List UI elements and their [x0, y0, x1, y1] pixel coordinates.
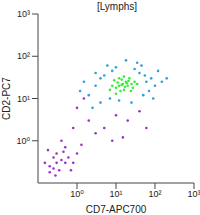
svg-text:10²: 10²	[17, 51, 30, 61]
svg-text:10²: 10²	[148, 189, 161, 199]
svg-text:CD7-APC700: CD7-APC700	[86, 204, 147, 215]
svg-text:10³: 10³	[187, 189, 192, 199]
svg-text:10⁰: 10⁰	[70, 189, 84, 199]
svg-text:10⁰: 10⁰	[16, 136, 30, 146]
svg-text:10¹: 10¹	[109, 189, 122, 199]
html-text:[Lymphs]: [Lymphs]	[96, 1, 138, 12]
svg-text:10³: 10³	[17, 9, 30, 19]
svg-text:10¹: 10¹	[17, 94, 30, 104]
svg-text:CD2-PC7: CD2-PC7	[8, 77, 12, 120]
